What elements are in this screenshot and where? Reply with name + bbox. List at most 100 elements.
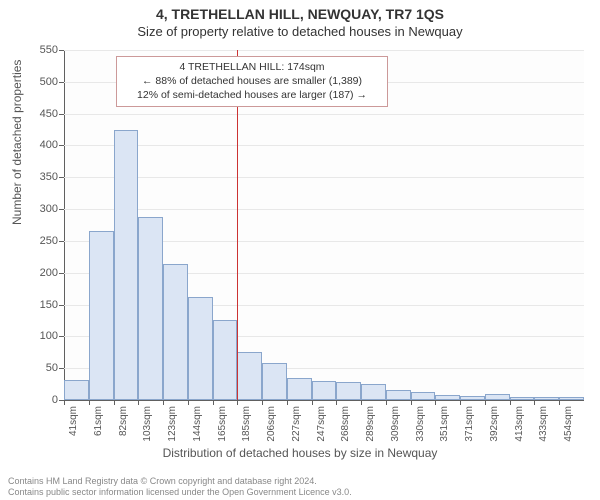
x-tick xyxy=(237,400,238,405)
y-tick-label: 200 xyxy=(24,267,58,279)
histogram-bar xyxy=(213,320,238,400)
x-tick-label: 185sqm xyxy=(241,406,252,446)
x-tick-label: 247sqm xyxy=(316,406,327,446)
gridline xyxy=(64,114,584,115)
x-tick-label: 392sqm xyxy=(489,406,500,446)
x-tick xyxy=(435,400,436,405)
x-tick xyxy=(510,400,511,405)
histogram-bar xyxy=(89,231,114,400)
annotation-box: 4 TRETHELLAN HILL: 174sqm← 88% of detach… xyxy=(116,56,388,107)
histogram-bar xyxy=(435,395,460,400)
x-tick xyxy=(534,400,535,405)
x-tick-label: 103sqm xyxy=(142,406,153,446)
x-tick xyxy=(287,400,288,405)
histogram-bar xyxy=(163,264,188,400)
page-subtitle: Size of property relative to detached ho… xyxy=(0,22,600,43)
x-tick xyxy=(460,400,461,405)
y-tick xyxy=(59,368,64,369)
footer-attribution: Contains HM Land Registry data © Crown c… xyxy=(8,476,352,499)
x-tick xyxy=(485,400,486,405)
x-tick-label: 206sqm xyxy=(266,406,277,446)
y-tick-label: 0 xyxy=(24,394,58,406)
histogram-bar xyxy=(510,397,535,400)
y-tick xyxy=(59,273,64,274)
x-tick-label: 123sqm xyxy=(167,406,178,446)
x-tick-label: 454sqm xyxy=(563,406,574,446)
y-tick xyxy=(59,336,64,337)
y-tick-label: 350 xyxy=(24,171,58,183)
x-tick-label: 165sqm xyxy=(217,406,228,446)
gridline xyxy=(64,177,584,178)
x-tick xyxy=(336,400,337,405)
x-tick-label: 144sqm xyxy=(192,406,203,446)
x-tick xyxy=(262,400,263,405)
histogram-bar xyxy=(262,363,287,400)
y-tick xyxy=(59,114,64,115)
histogram-bar xyxy=(485,394,510,400)
histogram-bar xyxy=(237,352,262,400)
y-tick xyxy=(59,82,64,83)
histogram-bar xyxy=(386,390,411,400)
page-title: 4, TRETHELLAN HILL, NEWQUAY, TR7 1QS xyxy=(0,0,600,22)
x-tick xyxy=(411,400,412,405)
y-axis-title: Number of detached properties xyxy=(10,60,24,225)
x-tick xyxy=(559,400,560,405)
y-axis-line xyxy=(64,50,65,400)
x-tick xyxy=(386,400,387,405)
x-tick-label: 330sqm xyxy=(415,406,426,446)
gridline xyxy=(64,145,584,146)
histogram-bar xyxy=(138,217,163,400)
x-tick-label: 433sqm xyxy=(538,406,549,446)
y-tick-label: 400 xyxy=(24,139,58,151)
histogram-bar xyxy=(559,397,584,400)
y-tick xyxy=(59,145,64,146)
annotation-line3: 12% of semi-detached houses are larger (… xyxy=(123,88,381,102)
x-tick xyxy=(213,400,214,405)
x-tick xyxy=(188,400,189,405)
x-tick-label: 371sqm xyxy=(464,406,475,446)
y-tick-label: 550 xyxy=(24,44,58,56)
x-tick-label: 82sqm xyxy=(118,406,129,446)
x-tick-label: 268sqm xyxy=(340,406,351,446)
x-tick xyxy=(64,400,65,405)
x-tick xyxy=(89,400,90,405)
gridline xyxy=(64,50,584,51)
plot-area: 05010015020025030035040045050055041sqm61… xyxy=(64,50,584,400)
y-tick xyxy=(59,50,64,51)
histogram-bar xyxy=(287,378,312,400)
y-tick-label: 300 xyxy=(24,203,58,215)
gridline xyxy=(64,209,584,210)
histogram-bar xyxy=(361,384,386,400)
x-tick-label: 413sqm xyxy=(514,406,525,446)
y-tick xyxy=(59,305,64,306)
footer-line1: Contains HM Land Registry data © Crown c… xyxy=(8,476,352,487)
histogram-bar xyxy=(460,396,485,400)
x-tick-label: 351sqm xyxy=(439,406,450,446)
histogram-bar xyxy=(64,380,89,400)
histogram-bar xyxy=(336,382,361,400)
y-tick-label: 100 xyxy=(24,330,58,342)
x-tick xyxy=(138,400,139,405)
x-tick xyxy=(361,400,362,405)
chart-container: 4, TRETHELLAN HILL, NEWQUAY, TR7 1QS Siz… xyxy=(0,0,600,500)
plot-wrap: 05010015020025030035040045050055041sqm61… xyxy=(64,50,584,400)
x-tick-label: 61sqm xyxy=(93,406,104,446)
annotation-line1: 4 TRETHELLAN HILL: 174sqm xyxy=(123,60,381,74)
x-axis-title: Distribution of detached houses by size … xyxy=(0,446,600,460)
y-tick xyxy=(59,241,64,242)
x-tick-label: 227sqm xyxy=(291,406,302,446)
y-tick-label: 450 xyxy=(24,108,58,120)
y-tick xyxy=(59,209,64,210)
x-tick xyxy=(114,400,115,405)
x-tick-label: 289sqm xyxy=(365,406,376,446)
annotation-line2: ← 88% of detached houses are smaller (1,… xyxy=(123,74,381,88)
y-tick-label: 150 xyxy=(24,299,58,311)
footer-line2: Contains public sector information licen… xyxy=(8,487,352,498)
y-tick-label: 50 xyxy=(24,362,58,374)
histogram-bar xyxy=(114,130,139,400)
x-tick-label: 309sqm xyxy=(390,406,401,446)
x-tick xyxy=(312,400,313,405)
x-tick xyxy=(163,400,164,405)
histogram-bar xyxy=(188,297,213,400)
y-tick xyxy=(59,177,64,178)
